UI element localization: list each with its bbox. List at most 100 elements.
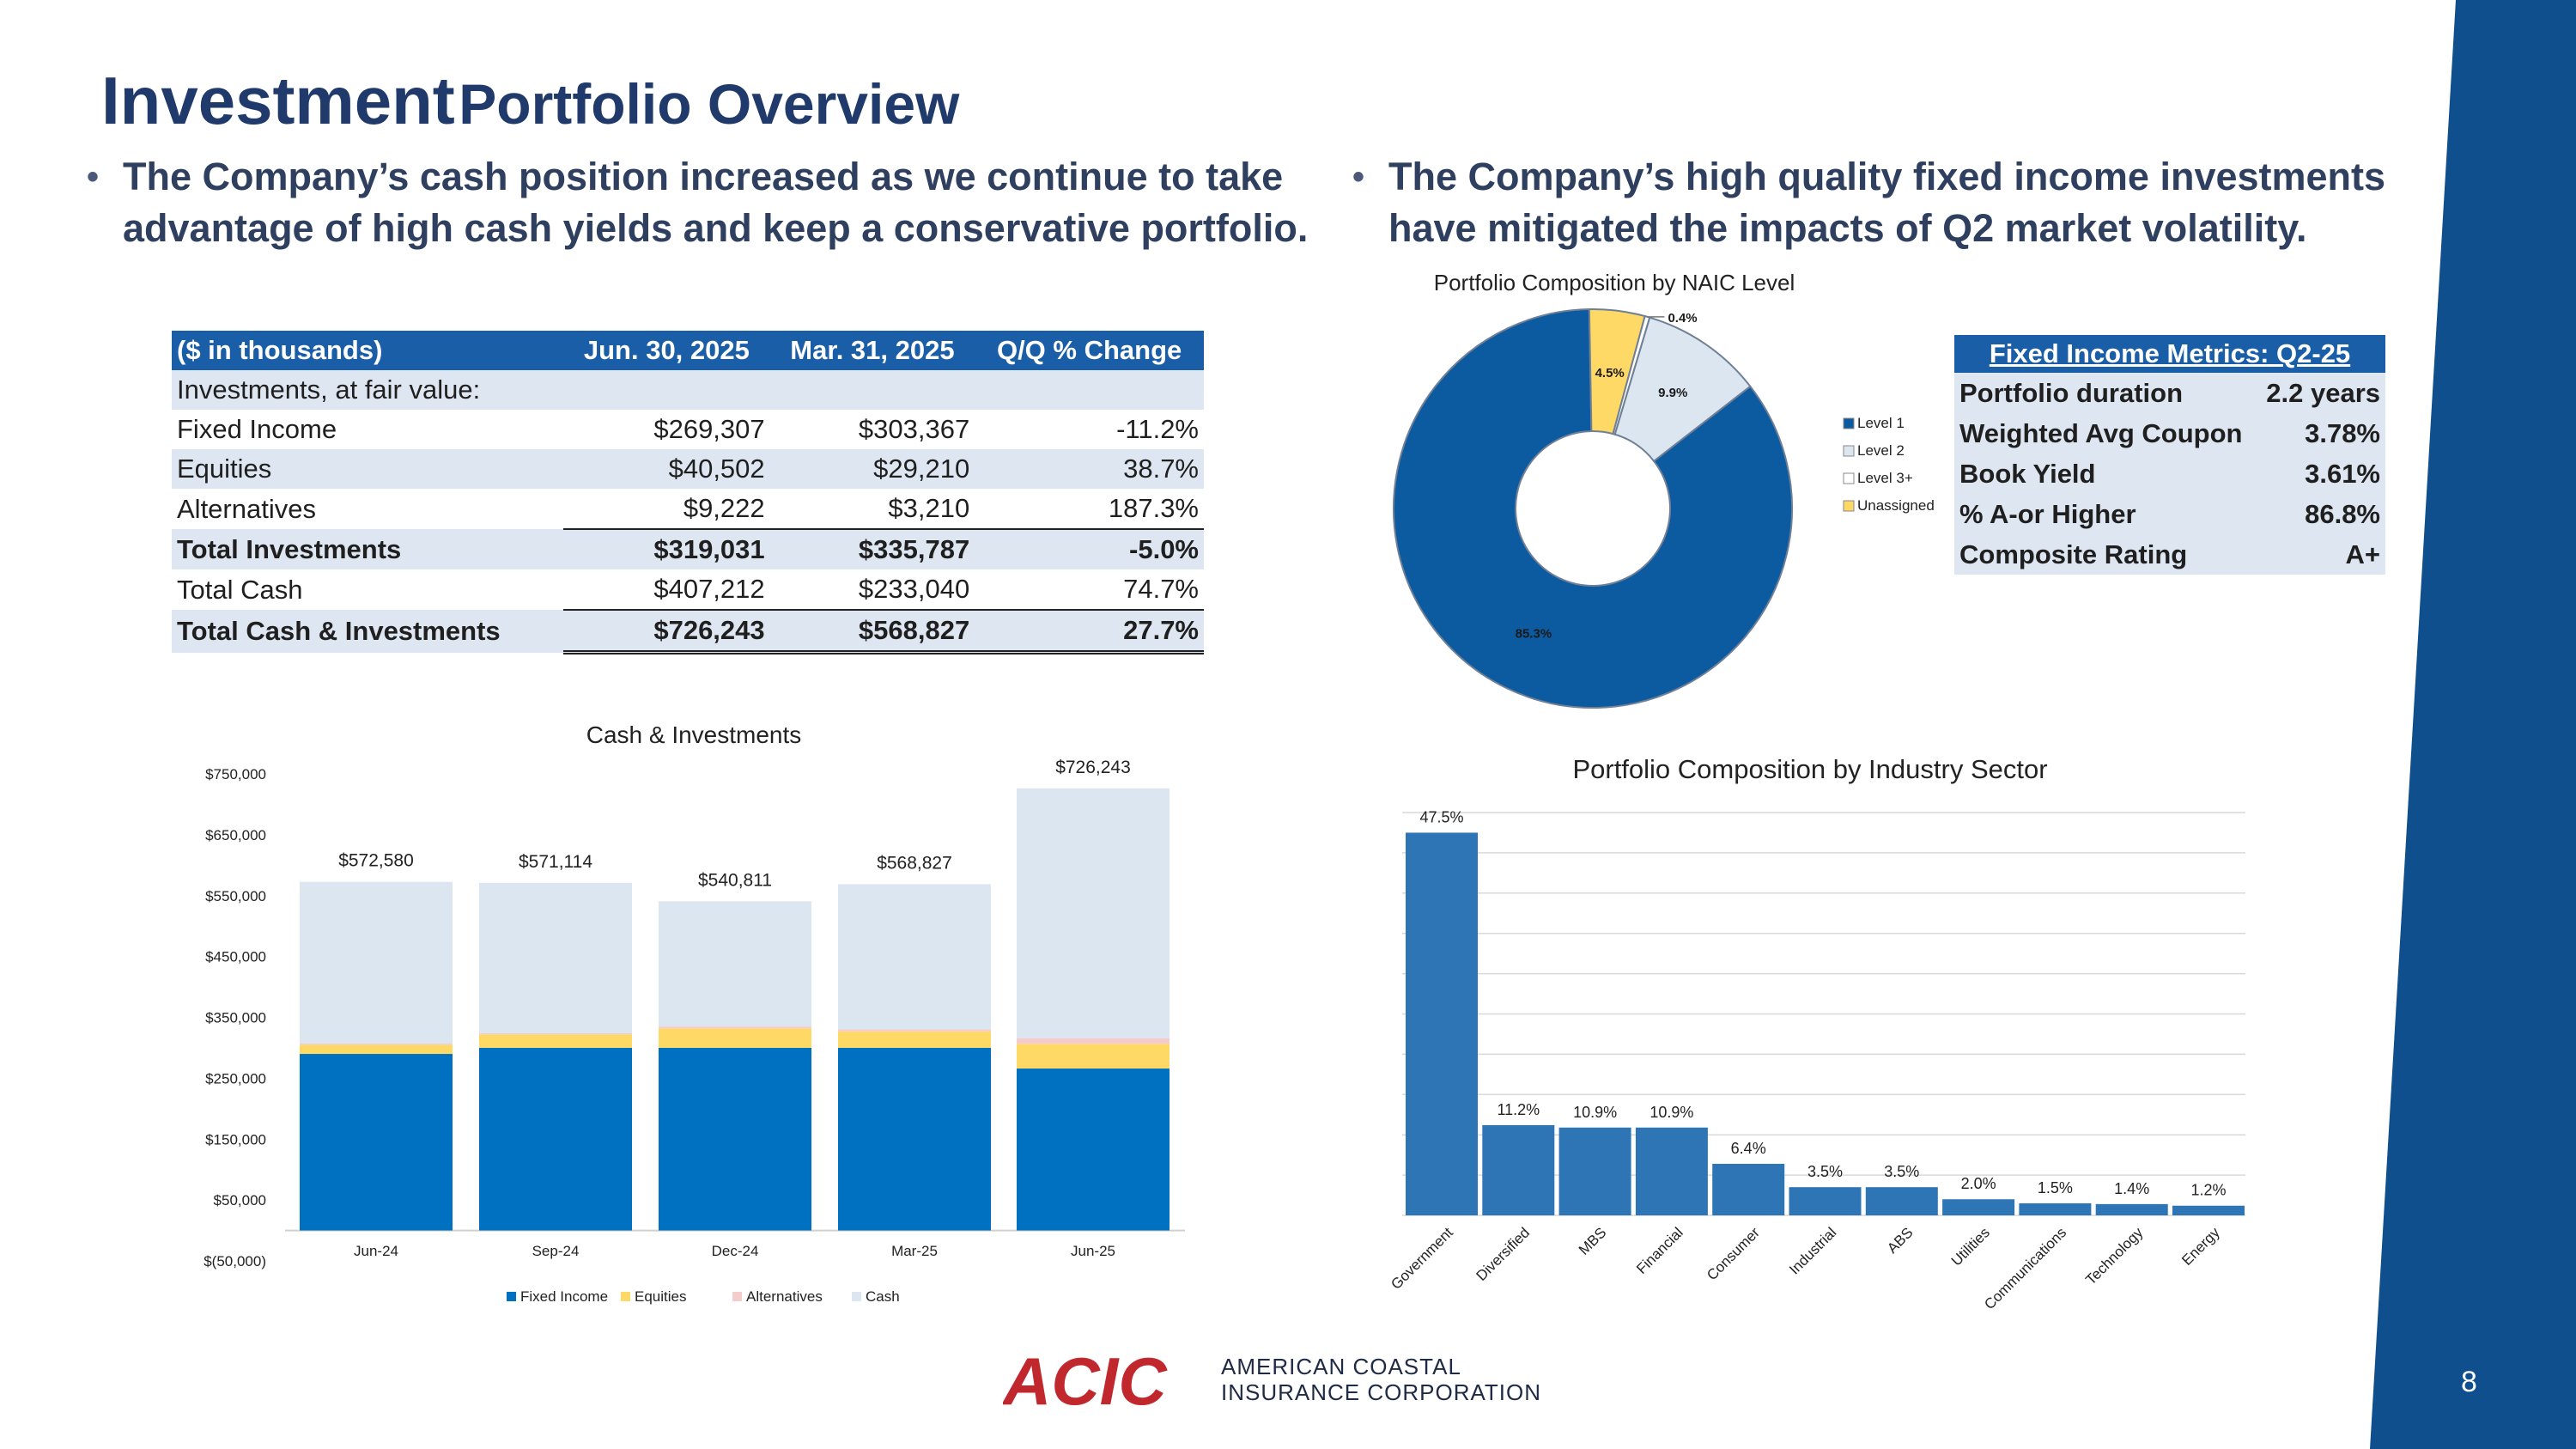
row-label: Equities [172, 449, 564, 489]
page-title: Investment Portfolio Overview [101, 62, 959, 140]
y-tick-label: $250,000 [205, 1070, 266, 1087]
cell-change [975, 370, 1204, 410]
bar-segment-alternatives [1017, 1038, 1170, 1044]
row-label: Alternatives [177, 493, 316, 524]
table-header-row: Fixed Income Metrics: Q2-25 [1954, 335, 2385, 373]
bar-data-label: 1.5% [2038, 1179, 2073, 1196]
cell-jun: $726,243 [563, 609, 770, 654]
cell-change: -11.2% [1116, 414, 1199, 444]
page-title-part2: Portfolio Overview [459, 72, 960, 136]
x-tick-label: Technology [2082, 1224, 2147, 1288]
table-row: Book Yield 3.61% [1954, 454, 2385, 494]
bullet-cash-position: • The Company’s cash position increased … [87, 151, 1325, 254]
cell-mar: $303,367 [858, 414, 970, 444]
sector-bar [1865, 1187, 1938, 1215]
bullet-fixed-income: • The Company’s high quality fixed incom… [1352, 151, 2419, 254]
pie-slice-level-2 [1613, 316, 1752, 463]
x-tick-label: Dec-24 [712, 1243, 759, 1259]
legend-label: Cash [866, 1288, 900, 1305]
pie-data-label: 9.9% [1658, 386, 1687, 400]
x-tick-label: ABS [1884, 1224, 1916, 1256]
legend-swatch [1843, 500, 1855, 512]
x-tick-label: Energy [2178, 1224, 2223, 1269]
metric-label: Weighted Avg Coupon [1954, 413, 2257, 454]
bar-segment-fixed-income [838, 1047, 991, 1231]
y-tick-label: $350,000 [205, 1010, 266, 1026]
table-row: Total Cash $407,212 $233,040 74.7% [172, 569, 1204, 610]
bar-segment-cash [300, 881, 453, 1044]
cell-change: 187.3% [1108, 493, 1199, 523]
pie-data-label: 0.4% [1668, 311, 1697, 326]
bar-total-label: $726,243 [1055, 758, 1131, 777]
x-tick-label: Consumer [1704, 1224, 1763, 1283]
cell-mar: $29,210 [769, 449, 975, 489]
page-title-part1: Investment [101, 63, 455, 138]
x-tick-label: Diversified [1473, 1224, 1534, 1284]
pie-slice-level-1 [1393, 308, 1794, 709]
bar-segment-alternatives [479, 1032, 632, 1035]
bar-total-label: $568,827 [877, 853, 952, 873]
table-row: Total Cash & Investments $726,243 $568,8… [172, 609, 1204, 654]
decorative-stripe [2370, 0, 2576, 1449]
table-header-cell: Jun. 30, 2025 [563, 331, 770, 370]
cell-jun: $9,222 [683, 493, 765, 523]
y-tick-label: $150,000 [205, 1131, 266, 1148]
bar-segment-fixed-income [479, 1047, 632, 1231]
legend-swatch [621, 1292, 630, 1301]
cell-jun: $40,502 [563, 449, 770, 489]
table-row: Equities $40,502 $29,210 38.7% [172, 449, 1204, 489]
sector-bar [1712, 1163, 1785, 1215]
metrics-title: Fixed Income Metrics: Q2-25 [1954, 335, 2385, 373]
bar-data-label: 2.0% [1961, 1175, 1996, 1192]
table-row: Investments, at fair value: [172, 370, 1204, 410]
legend-swatch [852, 1292, 861, 1301]
sector-bar [1406, 832, 1478, 1215]
metric-value: 3.61% [2257, 454, 2385, 494]
bar-data-label: 1.2% [2190, 1182, 2226, 1199]
cell-mar: $568,827 [769, 609, 975, 654]
metric-value: 3.78% [2257, 413, 2385, 454]
table-row: Fixed Income $269,307 $303,367 -11.2% [172, 410, 1204, 449]
x-tick-label: Communications [1981, 1224, 2069, 1312]
x-tick-label: Financial [1633, 1224, 1686, 1277]
legend-label: Fixed Income [520, 1288, 608, 1305]
bar-segment-cash [479, 882, 632, 1033]
y-tick-label: $50,000 [214, 1192, 266, 1209]
table-row: Weighted Avg Coupon 3.78% [1954, 413, 2385, 454]
table-header-cell: Q/Q % Change [975, 331, 1204, 370]
bullet-text: The Company’s high quality fixed income … [1388, 155, 2386, 250]
bar-total-label: $572,580 [338, 851, 414, 871]
table-row: % A-or Higher 86.8% [1954, 494, 2385, 534]
metric-value: 86.8% [2257, 494, 2385, 534]
bar-data-label: 1.4% [2114, 1180, 2149, 1197]
sector-bar [1482, 1124, 1555, 1215]
bar-data-label: 47.5% [1419, 808, 1463, 825]
sector-chart-title: Portfolio Composition by Industry Sector [1572, 754, 2047, 784]
metric-value: A+ [2257, 534, 2385, 575]
bar-segment-fixed-income [300, 1054, 453, 1231]
bar-segment-alternatives [838, 1029, 991, 1032]
bar-data-label: 3.5% [1807, 1163, 1843, 1180]
x-tick-label: Government [1388, 1224, 1456, 1293]
cell-jun [563, 370, 770, 410]
legend-label: Equities [635, 1288, 686, 1305]
row-label: Total Cash & Investments [172, 610, 564, 653]
table-row: Alternatives $9,222 $3,210 187.3% [172, 489, 1204, 529]
sector-bar [1635, 1127, 1708, 1215]
bar-total-label: $571,114 [519, 852, 592, 872]
company-name-line1: AMERICAN COASTAL [1221, 1354, 1461, 1379]
legend-label: Alternatives [746, 1288, 823, 1305]
row-label: Total Investments [172, 529, 564, 569]
bullet-dot-icon: • [1352, 158, 1365, 196]
bar-segment-equities [479, 1034, 632, 1048]
cell-jun: $407,212 [653, 574, 765, 604]
legend-swatch [1843, 445, 1855, 457]
metric-label: % A-or Higher [1954, 494, 2257, 534]
metric-label: Book Yield [1954, 454, 2257, 494]
cell-mar: $233,040 [858, 574, 970, 604]
legend-label: Level 3+ [1857, 470, 1913, 486]
bar-segment-cash [659, 901, 811, 1027]
y-tick-label: $(50,000) [204, 1253, 266, 1269]
cell-change: 74.7% [1123, 574, 1199, 604]
bar-data-label: 10.9% [1573, 1104, 1617, 1121]
